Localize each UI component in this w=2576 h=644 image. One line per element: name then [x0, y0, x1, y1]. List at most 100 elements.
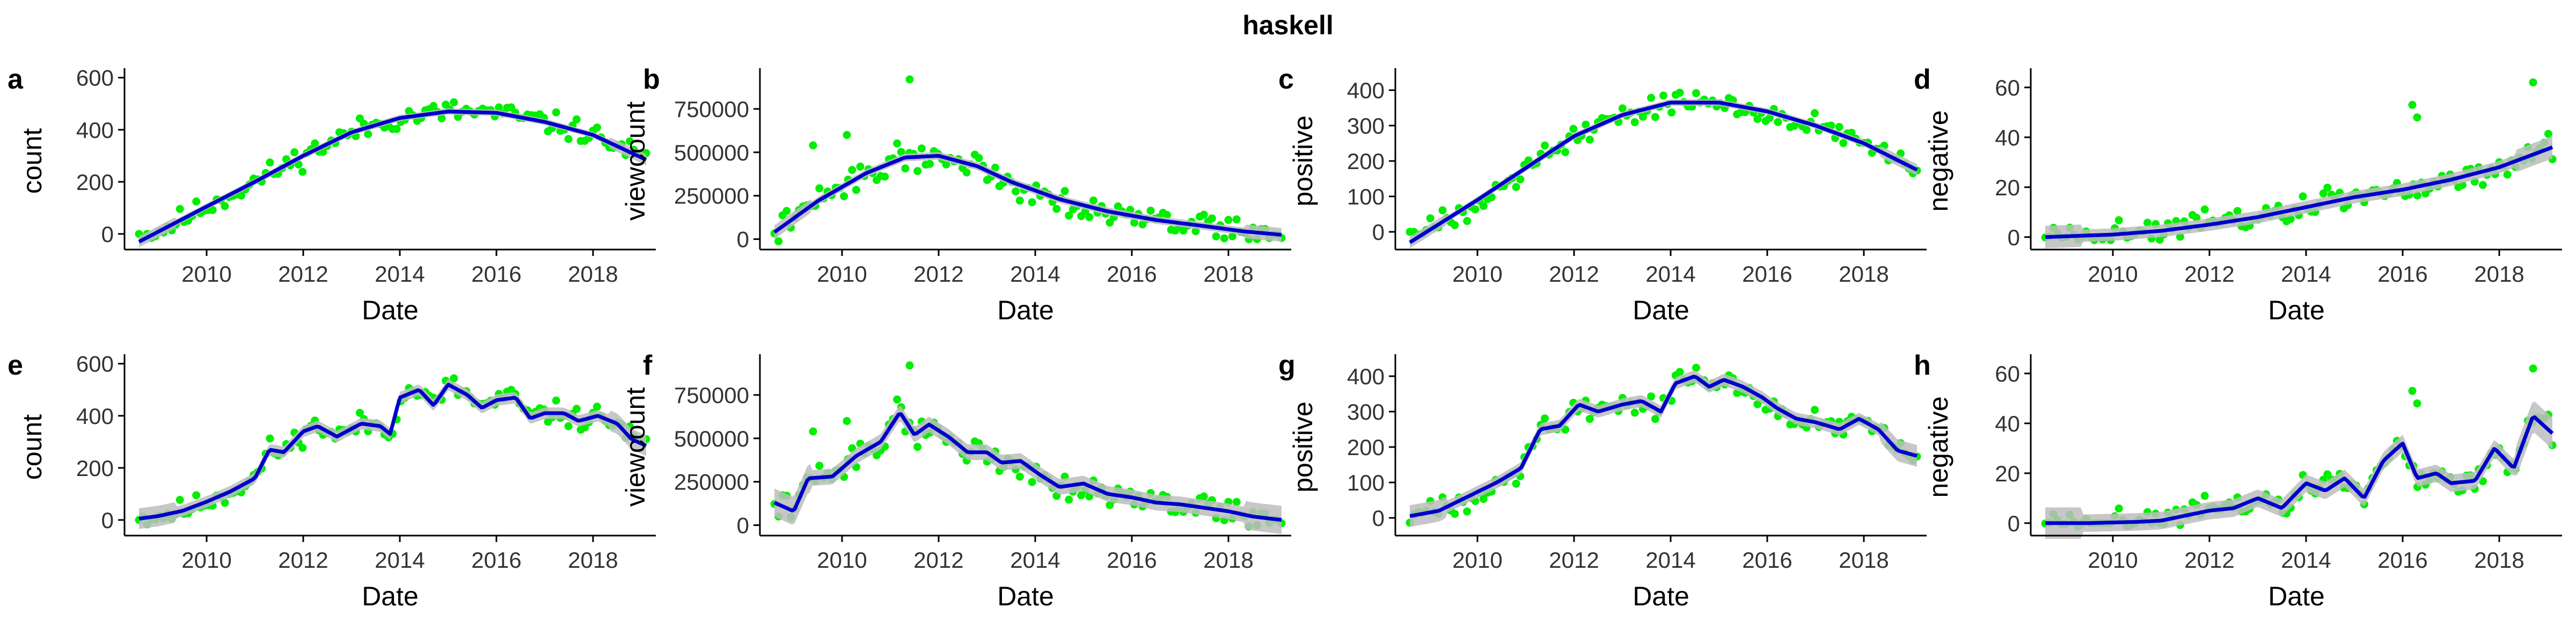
- data-point: [843, 131, 851, 139]
- x-tick-label: 2014: [2281, 261, 2331, 287]
- data-point: [221, 499, 229, 507]
- data-point: [1028, 198, 1036, 207]
- data-point: [1667, 108, 1676, 117]
- confidence-band: [774, 406, 1282, 535]
- y-tick-label: 200: [1347, 435, 1385, 460]
- data-point: [450, 374, 458, 383]
- x-tick-label: 2012: [2184, 261, 2234, 287]
- data-point: [1065, 495, 1073, 504]
- data-point: [1451, 221, 1459, 229]
- data-point: [237, 191, 245, 200]
- data-point: [962, 168, 971, 177]
- data-point: [221, 202, 229, 210]
- confidence-band: [1410, 370, 1917, 527]
- y-tick-label: 60: [1995, 75, 2020, 100]
- data-point: [192, 491, 201, 500]
- y-tick-label: 60: [1995, 361, 2020, 386]
- data-point: [809, 427, 817, 436]
- x-tick-label: 2016: [1742, 261, 1792, 287]
- data-point: [364, 130, 372, 138]
- y-axis-title: count: [17, 414, 47, 480]
- data-point: [208, 206, 217, 214]
- data-point: [175, 496, 184, 504]
- x-axis-title: Date: [2268, 295, 2325, 325]
- y-tick-label: 200: [1347, 149, 1385, 174]
- data-point: [593, 402, 601, 411]
- y-tick-label: 750000: [674, 383, 749, 408]
- x-tick-label: 2012: [913, 261, 963, 287]
- y-tick-label: 0: [101, 508, 114, 533]
- data-point: [1692, 363, 1700, 372]
- data-point: [1089, 196, 1097, 204]
- y-tick-label: 40: [1995, 125, 2020, 150]
- data-point: [1647, 392, 1656, 401]
- data-point: [815, 184, 824, 193]
- y-tick-label: 250000: [674, 470, 749, 495]
- y-axis-title: negative: [1923, 110, 1953, 211]
- data-point: [848, 166, 857, 174]
- data-point: [1638, 113, 1647, 121]
- data-point: [774, 237, 783, 246]
- data-point: [905, 75, 914, 84]
- panel-label: e: [8, 350, 23, 381]
- x-tick-label: 2010: [181, 261, 231, 287]
- data-point: [1675, 368, 1684, 376]
- data-point: [975, 153, 983, 162]
- data-point: [1220, 234, 1228, 243]
- data-point: [1541, 141, 1549, 150]
- panel-label: f: [643, 350, 653, 381]
- x-tick-label: 2010: [2088, 547, 2138, 573]
- data-point: [926, 159, 934, 168]
- data-point: [1774, 118, 1782, 126]
- y-axis-title: positive: [1288, 401, 1318, 493]
- smooth-line: [2045, 415, 2554, 525]
- confidence-band: [774, 152, 1282, 242]
- data-point: [564, 135, 573, 143]
- data-points: [2041, 364, 2557, 531]
- x-tick-label: 2016: [471, 547, 521, 573]
- data-point: [905, 361, 914, 370]
- confidence-band: [2045, 401, 2552, 539]
- data-point: [1199, 210, 1208, 219]
- x-tick-label: 2018: [2474, 547, 2524, 573]
- x-tick-label: 2018: [568, 547, 618, 573]
- x-axis-title: Date: [1633, 581, 1689, 611]
- y-tick-label: 20: [1995, 461, 2020, 486]
- data-points: [770, 75, 1286, 246]
- y-tick-label: 0: [2008, 225, 2020, 250]
- data-point: [1647, 93, 1656, 102]
- data-point: [356, 408, 364, 417]
- data-point: [2143, 218, 2151, 227]
- data-point: [1630, 118, 1639, 127]
- x-tick-label: 2016: [2377, 547, 2427, 573]
- data-point: [1060, 187, 1069, 195]
- y-tick-label: 500000: [674, 426, 749, 451]
- data-point: [1015, 196, 1024, 205]
- data-point: [1512, 479, 1520, 488]
- y-tick-label: 400: [1347, 78, 1385, 103]
- data-point: [392, 125, 401, 133]
- data-point: [1426, 214, 1435, 223]
- y-axis-title: count: [17, 128, 47, 194]
- data-point: [809, 141, 817, 150]
- data-point: [1232, 497, 1241, 506]
- data-point: [1463, 507, 1472, 516]
- data-point: [897, 148, 905, 156]
- y-tick-label: 600: [76, 65, 114, 91]
- y-tick-label: 0: [1372, 506, 1385, 531]
- data-point: [843, 417, 851, 425]
- x-tick-label: 2014: [1010, 547, 1060, 573]
- data-point: [893, 395, 902, 404]
- data-point: [1659, 91, 1667, 100]
- y-tick-label: 250000: [674, 184, 749, 209]
- data-point: [881, 172, 889, 181]
- data-point: [1839, 139, 1848, 148]
- y-tick-label: 100: [1347, 470, 1385, 495]
- x-tick-label: 2014: [1645, 547, 1695, 573]
- data-point: [192, 197, 201, 206]
- x-tick-label: 2010: [817, 261, 867, 287]
- data-point: [552, 108, 560, 116]
- data-point: [1106, 501, 1114, 509]
- data-point: [1212, 232, 1220, 240]
- data-point: [815, 462, 824, 470]
